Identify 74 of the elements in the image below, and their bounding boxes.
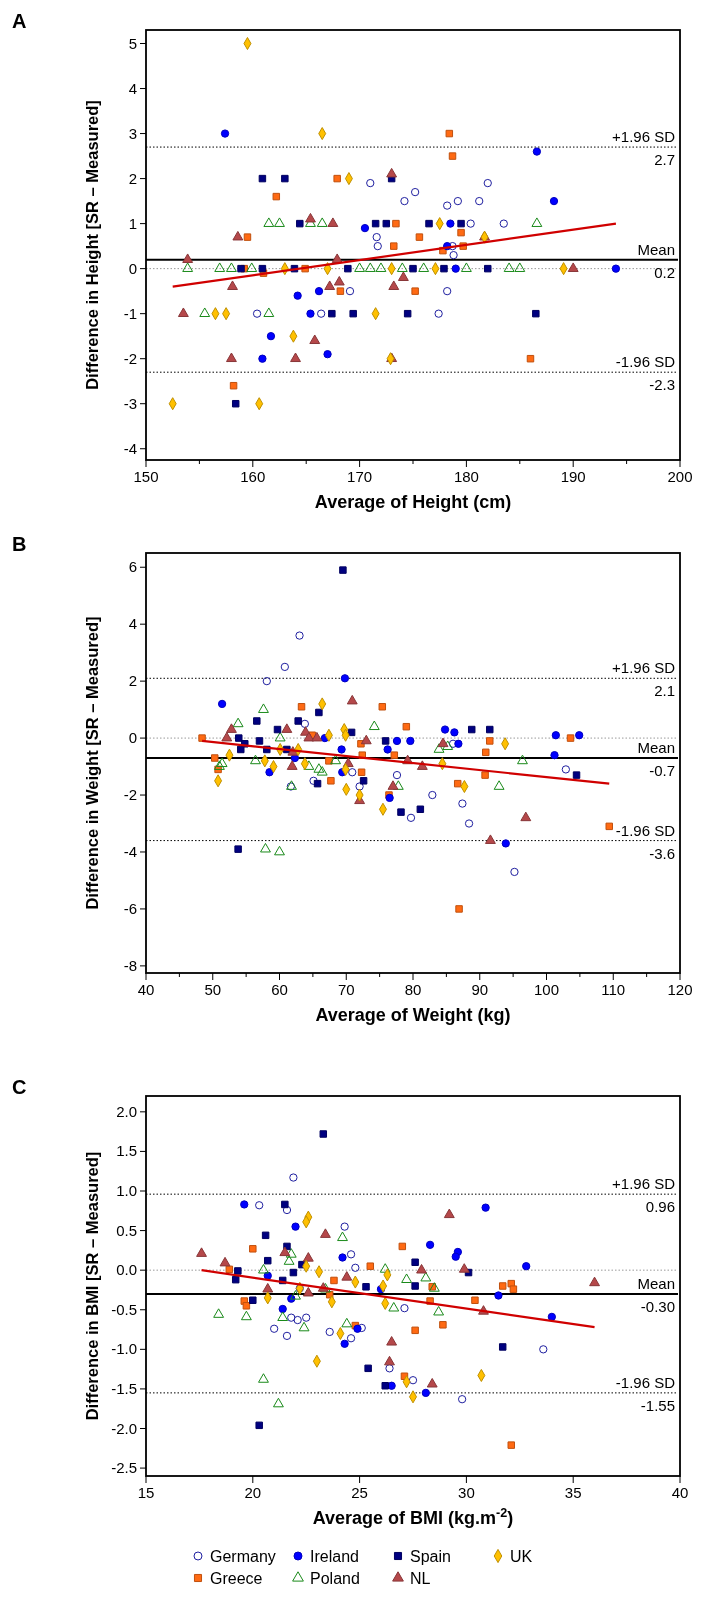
x-tick-label: 70 [337,981,355,998]
y-tick-label: 2 [128,169,137,187]
x-tick-label: 120 [667,981,693,998]
y-axis-title: Difference in Weight [SR – Measured] [83,616,101,910]
legend-label: NL [410,1570,431,1587]
x-tick-label: 90 [471,981,489,998]
y-tick-label: -1.5 [111,1379,137,1397]
y-tick-label: 0 [128,729,137,747]
ref-line-label: Mean -0.7 [637,739,675,780]
y-tick-label: -1 [123,304,137,322]
y-tick-label: -4 [123,439,137,457]
legend-label: Spain [410,1548,451,1565]
x-tick-label: 40 [671,1484,689,1501]
chart-title: C [12,1076,27,1098]
y-tick-label: 1.5 [116,1142,137,1160]
y-tick-label: -1.0 [111,1340,137,1358]
x-axis-title: Average of BMI (kg.m$^{-2}$) [312,1506,514,1528]
legend-label: Germany [210,1548,276,1565]
y-tick-label: 6 [128,558,137,576]
x-tick-label: 25 [351,1484,368,1501]
y-tick-label: 1.0 [116,1182,137,1199]
y-tick-label: 0.5 [116,1221,137,1239]
y-tick-label: -0.5 [111,1300,137,1318]
y-tick-label: 0 [128,259,137,277]
x-tick-label: 160 [240,468,266,485]
ref-line-label: +1.96 SD 2.7 [612,128,676,169]
x-axis-title: Average of Weight (kg) [315,1005,511,1025]
x-tick-label: 80 [404,981,422,998]
y-tick-label: 0.0 [116,1261,137,1279]
y-tick-label: 3 [128,124,137,142]
y-tick-label: -2 [123,786,137,804]
y-tick-label: 4 [128,615,137,633]
y-tick-label: 5 [128,34,137,52]
y-tick-label: -2.0 [111,1419,137,1437]
x-tick-label: 40 [137,981,155,998]
ref-line-label: +1.96 SD 2.1 [612,659,676,700]
y-tick-label: -2.5 [111,1459,137,1477]
ref-line-label: Mean -0.30 [637,1274,675,1315]
y-tick-label: 4 [128,79,137,97]
legend-label: Poland [310,1570,360,1587]
y-tick-label: -3 [123,394,137,412]
ref-line-label: Mean 0.2 [637,240,675,281]
x-tick-label: 30 [458,1484,475,1501]
y-tick-label: 1 [128,214,137,232]
x-tick-label: 190 [560,468,586,485]
y-tick-label: -2 [123,349,137,367]
legend-label: UK [510,1548,533,1565]
ref-line-label: -1.96 SD -3.6 [615,821,676,862]
x-tick-label: 150 [133,468,159,485]
y-tick-label: -6 [123,899,137,917]
x-tick-label: 200 [667,468,693,485]
chart-title: B [12,533,27,555]
y-tick-label: -4 [123,842,137,860]
ref-line-label: +1.96 SD 0.96 [612,1175,676,1216]
y-tick-label: -8 [123,956,137,974]
x-tick-label: 15 [137,1484,155,1501]
x-tick-label: 20 [244,1484,262,1501]
chart-title: A [12,10,27,32]
ref-line-label: -1.96 SD -2.3 [615,353,676,394]
x-tick-label: 50 [204,981,222,998]
legend-label: Ireland [310,1548,359,1565]
x-tick-label: 35 [564,1484,582,1501]
y-tick-label: 2 [128,672,137,690]
y-tick-label: 2.0 [116,1102,137,1120]
y-axis-title: Difference in Height [SR – Measured] [83,100,101,390]
x-tick-label: 180 [453,468,479,485]
x-axis-title: Average of Height (cm) [314,492,512,512]
x-tick-label: 110 [601,981,626,998]
x-tick-label: 170 [347,468,373,485]
x-tick-label: 100 [533,981,560,998]
legend-label: Greece [210,1570,263,1587]
y-axis-title: Difference in BMI [SR – Measured] [83,1151,101,1421]
x-tick-label: 60 [271,981,288,998]
ref-line-label: -1.96 SD -1.55 [615,1373,676,1414]
